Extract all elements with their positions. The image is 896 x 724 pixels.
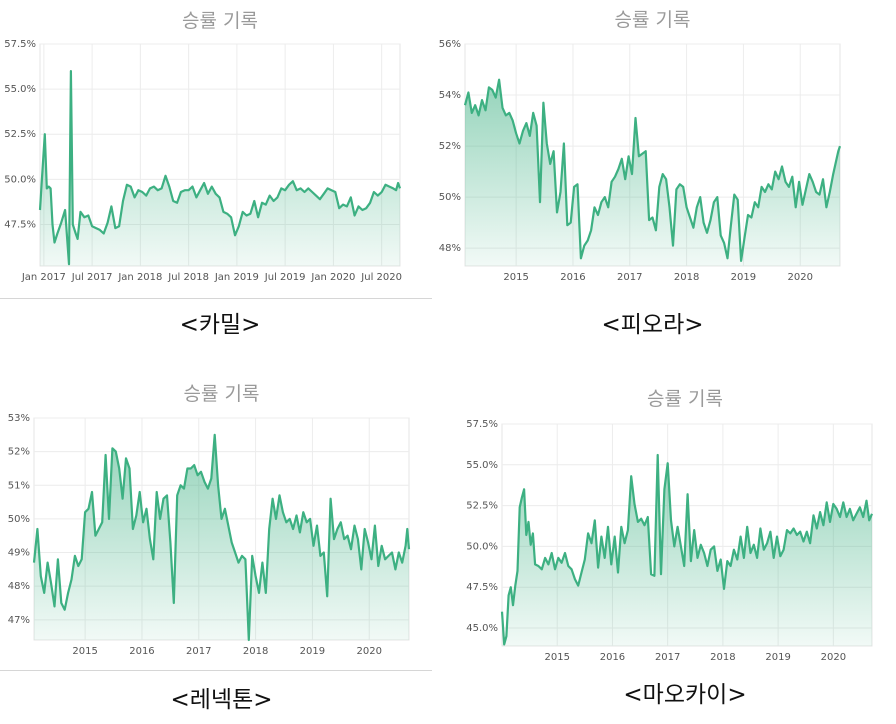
y-tick-label: 52% bbox=[439, 141, 461, 152]
y-tick-label: 47.5% bbox=[466, 582, 498, 593]
x-tick-label: 2018 bbox=[243, 646, 268, 657]
x-tick-label: 2016 bbox=[600, 652, 625, 663]
caption-maokai: <마오카이> bbox=[623, 682, 747, 708]
x-tick-label: 2018 bbox=[674, 272, 699, 283]
x-tick-label: Jan 2018 bbox=[117, 272, 162, 283]
x-tick-label: 2015 bbox=[544, 652, 569, 663]
chart-title-fiora: 승률 기록 bbox=[614, 9, 691, 31]
x-tick-label: 2015 bbox=[72, 646, 97, 657]
x-tick-label: 2019 bbox=[731, 272, 756, 283]
winrate-chart-camille: 47.5% 50.0% 52.5% 55.0% 57.5% Jan 2017 Jul 201… bbox=[4, 39, 402, 283]
winrate-area bbox=[502, 455, 872, 646]
x-tick-label: 2017 bbox=[186, 646, 211, 657]
x-tick-label: Jul 2018 bbox=[167, 272, 209, 283]
chart-title-renekton: 승률 기록 bbox=[183, 383, 260, 405]
x-tick-label: Jul 2019 bbox=[264, 272, 306, 283]
caption-renekton: <레넥톤> bbox=[170, 687, 273, 713]
x-tick-label: 2020 bbox=[821, 652, 846, 663]
winrate-chart-fiora: 48% 50% 52% 54% 56% 2015 2016 2017 2018 2019 2020 bbox=[439, 39, 842, 283]
x-tick-label: Jul 2017 bbox=[71, 272, 113, 283]
caption-camille: <카밀> bbox=[179, 312, 261, 338]
chart-title-maokai: 승률 기록 bbox=[647, 388, 723, 410]
y-tick-label: 50% bbox=[439, 192, 461, 203]
y-tick-label: 55.0% bbox=[466, 460, 498, 471]
y-tick-label: 52% bbox=[8, 447, 30, 458]
winrate-line bbox=[463, 78, 842, 262]
y-tick-label: 50.0% bbox=[4, 174, 36, 185]
winrate-area bbox=[465, 79, 840, 266]
x-tick-label: 2018 bbox=[710, 652, 735, 663]
y-tick-label: 49% bbox=[8, 548, 30, 559]
y-tick-label: 55.0% bbox=[4, 84, 36, 95]
winrate-chart-maokai: 45.0% 47.5% 50.0% 52.5% 55.0% 57.5% 2015 2016 20… bbox=[466, 419, 874, 663]
winrate-line bbox=[32, 433, 411, 642]
x-tick-label: 2015 bbox=[503, 272, 528, 283]
x-tick-label: 2019 bbox=[300, 646, 325, 657]
winrate-area bbox=[40, 71, 400, 266]
x-tick-label: 2017 bbox=[617, 272, 642, 283]
caption-fiora: <피오라> bbox=[601, 312, 704, 338]
y-tick-label: 50% bbox=[8, 514, 30, 525]
y-tick-label: 52.5% bbox=[4, 129, 36, 140]
y-tick-label: 48% bbox=[439, 243, 461, 254]
winrate-line bbox=[500, 453, 874, 646]
y-tick-label: 57.5% bbox=[4, 39, 36, 50]
winrate-chart-renekton: 47% 48% 49% 50% 51% 52% 53% 2015 2016 2017 2018 201… bbox=[8, 413, 411, 657]
winrate-line bbox=[38, 70, 402, 266]
x-tick-label: 2020 bbox=[357, 646, 382, 657]
divider-line bbox=[0, 298, 432, 299]
x-tick-label: 2017 bbox=[655, 652, 680, 663]
y-tick-label: 56% bbox=[439, 39, 461, 50]
x-tick-label: 2016 bbox=[129, 646, 154, 657]
y-tick-label: 52.5% bbox=[466, 501, 498, 512]
x-tick-label: Jan 2017 bbox=[21, 272, 66, 283]
y-tick-label: 47.5% bbox=[4, 219, 36, 230]
y-tick-label: 51% bbox=[8, 480, 30, 491]
y-tick-label: 48% bbox=[8, 581, 30, 592]
x-tick-label: 2019 bbox=[765, 652, 790, 663]
y-tick-label: 47% bbox=[8, 615, 30, 626]
x-tick-label: 2016 bbox=[560, 272, 585, 283]
x-tick-label: Jul 2020 bbox=[360, 272, 402, 283]
x-tick-label: 2020 bbox=[788, 272, 813, 283]
winrate-area bbox=[34, 434, 409, 640]
y-tick-label: 53% bbox=[8, 413, 30, 424]
x-tick-label: Jan 2019 bbox=[214, 272, 259, 283]
y-tick-label: 50.0% bbox=[466, 541, 498, 552]
chart-title-camille: 승률 기록 bbox=[182, 10, 258, 32]
y-tick-label: 57.5% bbox=[466, 419, 498, 430]
divider-line bbox=[0, 670, 432, 671]
y-tick-label: 54% bbox=[439, 90, 461, 101]
x-tick-label: Jan 2020 bbox=[310, 272, 355, 283]
y-tick-label: 45.0% bbox=[466, 623, 498, 634]
